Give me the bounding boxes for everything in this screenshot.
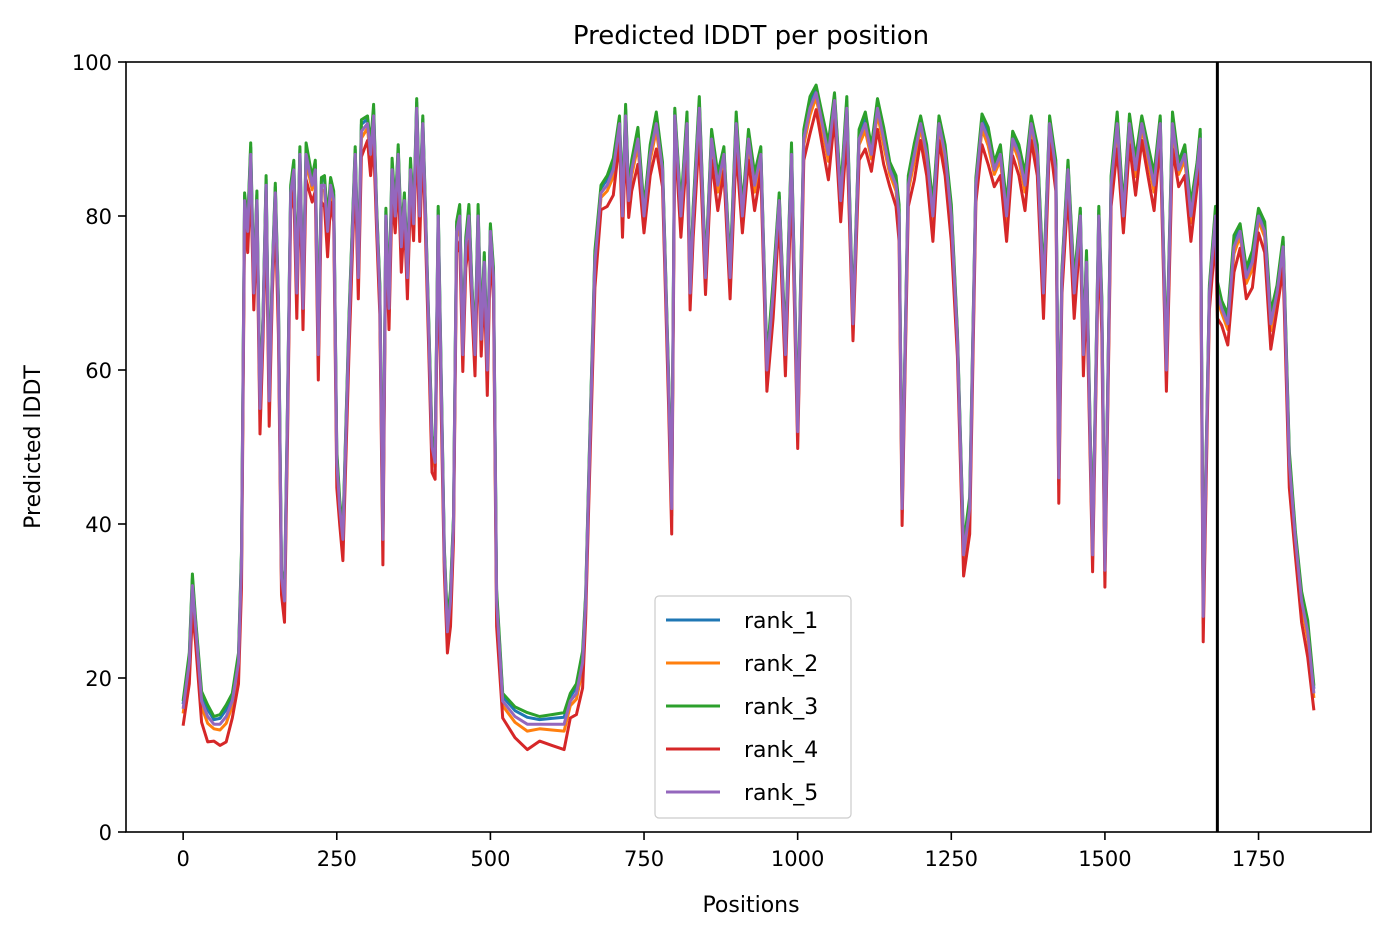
y-tick-label: 0 (99, 821, 112, 845)
x-tick-label: 1000 (771, 847, 824, 871)
y-tick-label: 40 (85, 513, 112, 537)
chart-title: Predicted lDDT per position (573, 21, 929, 51)
y-axis-title: Predicted lDDT (21, 365, 46, 529)
legend: rank_1 rank_2 rank_3 rank_4 rank_5 (654, 595, 852, 819)
x-tick-label: 1250 (925, 847, 978, 871)
x-tick-label: 1750 (1232, 847, 1285, 871)
y-tick-label: 100 (72, 51, 112, 75)
legend-label-rank-2: rank_2 (744, 652, 818, 677)
y-axis: 0 20 40 60 80 100 (72, 51, 126, 845)
x-tick-label: 500 (470, 847, 510, 871)
x-tick-label: 250 (317, 847, 357, 871)
legend-label-rank-3: rank_3 (744, 695, 818, 720)
legend-label-rank-5: rank_5 (744, 781, 818, 806)
x-axis: 0 250 500 750 1000 1250 1500 1750 (176, 832, 1285, 871)
y-tick-label: 60 (85, 359, 112, 383)
y-tick-label: 80 (85, 205, 112, 229)
legend-label-rank-1: rank_1 (744, 609, 818, 634)
plot-frame (125, 61, 1372, 833)
x-axis-title: Positions (702, 893, 799, 918)
legend-label-rank-4: rank_4 (744, 738, 818, 763)
x-tick-label: 1500 (1078, 847, 1131, 871)
series-layer (181, 83, 1316, 752)
x-tick-label: 750 (624, 847, 664, 871)
y-tick-label: 20 (85, 667, 112, 691)
series-line-rank-5 (181, 91, 1316, 726)
x-tick-label: 0 (176, 847, 189, 871)
legend-box (654, 595, 852, 819)
